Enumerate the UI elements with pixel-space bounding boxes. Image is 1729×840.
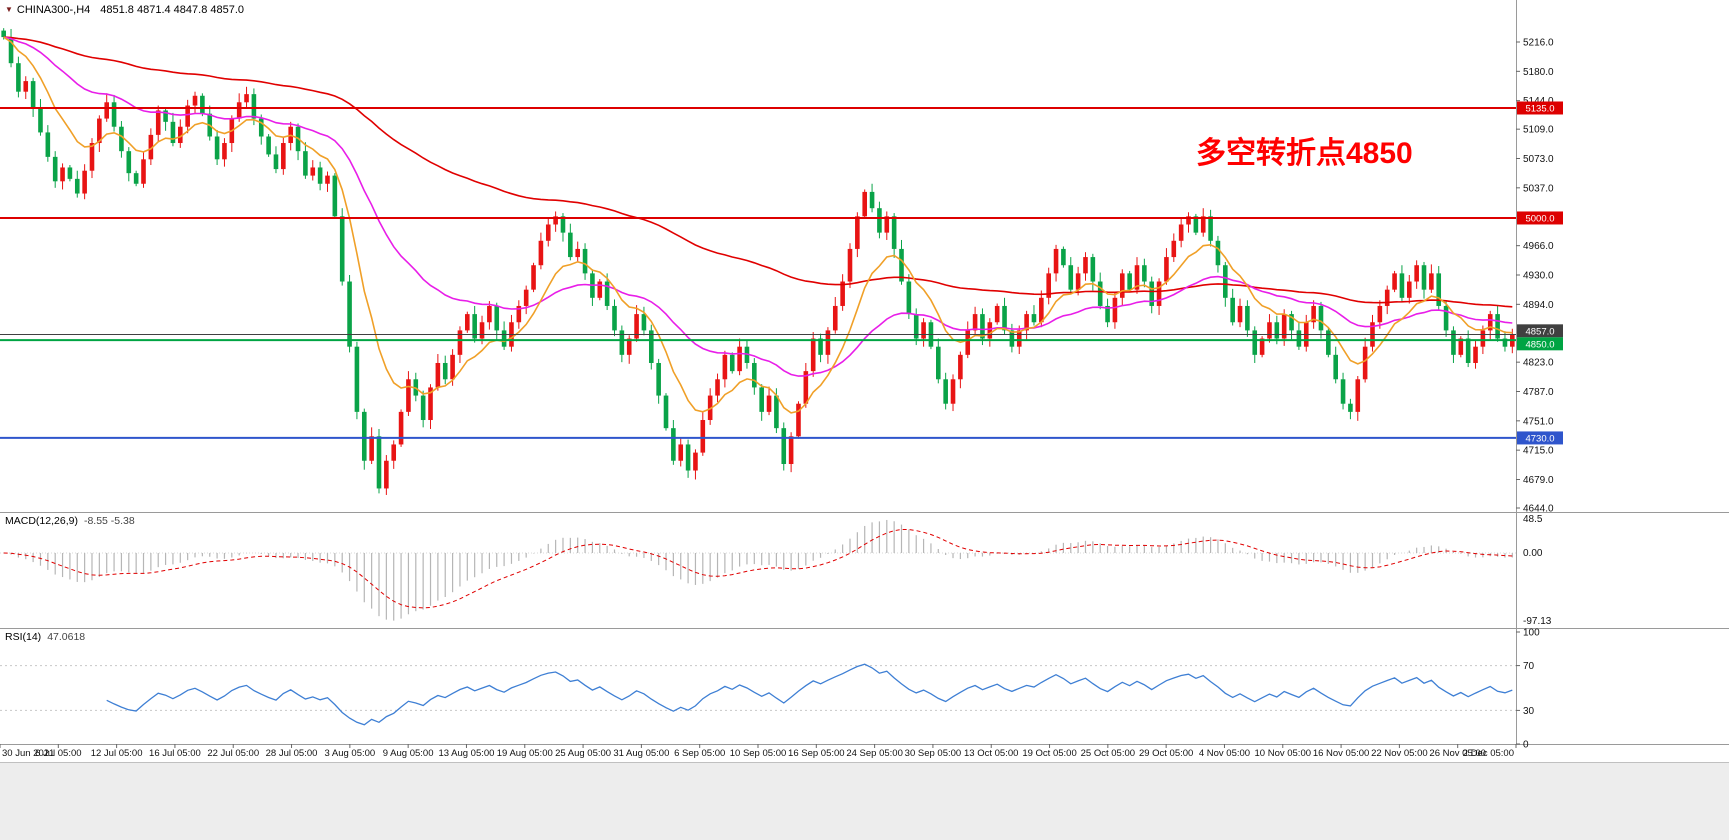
svg-text:48.5: 48.5 (1523, 514, 1543, 525)
annotation-text[interactable]: 多空转折点4850 (1196, 137, 1413, 170)
svg-text:4751.0: 4751.0 (1523, 416, 1554, 427)
svg-text:5135.0: 5135.0 (1525, 103, 1554, 114)
svg-text:-97.13: -97.13 (1523, 616, 1552, 627)
svg-text:12 Jul 05:00: 12 Jul 05:00 (91, 748, 143, 759)
macd-indicator-label: MACD(12,26,9) -8.55 -5.38 (5, 515, 135, 527)
svg-text:25 Aug 05:00: 25 Aug 05:00 (555, 748, 611, 759)
svg-text:6 Sep 05:00: 6 Sep 05:00 (674, 748, 725, 759)
svg-text:5180.0: 5180.0 (1523, 67, 1554, 78)
svg-text:19 Oct 05:00: 19 Oct 05:00 (1022, 748, 1076, 759)
chart-header: ▼ CHINA300-,H4 4851.8 4871.4 4847.8 4857.0 (5, 4, 244, 16)
svg-text:5073.0: 5073.0 (1523, 154, 1554, 165)
svg-text:19 Aug 05:00: 19 Aug 05:00 (497, 748, 553, 759)
svg-text:70: 70 (1523, 661, 1535, 672)
svg-text:5216.0: 5216.0 (1523, 38, 1554, 49)
svg-text:5109.0: 5109.0 (1523, 125, 1554, 136)
ohlc-values: 4851.8 4871.4 4847.8 4857.0 (100, 4, 245, 16)
svg-text:10 Sep 05:00: 10 Sep 05:00 (730, 748, 787, 759)
svg-text:4679.0: 4679.0 (1523, 475, 1554, 486)
svg-text:4930.0: 4930.0 (1523, 271, 1554, 282)
svg-text:22 Nov 05:00: 22 Nov 05:00 (1371, 748, 1428, 759)
symbol-timeframe-label: CHINA300-,H4 (16, 4, 91, 16)
svg-text:4730.0: 4730.0 (1525, 433, 1554, 444)
svg-text:30 Jun 2021: 30 Jun 2021 (2, 748, 54, 759)
svg-text:25 Oct 05:00: 25 Oct 05:00 (1081, 748, 1135, 759)
svg-text:4644.0: 4644.0 (1523, 504, 1554, 515)
svg-text:6 Jul 05:00: 6 Jul 05:00 (35, 748, 81, 759)
svg-text:4857.0: 4857.0 (1525, 326, 1554, 337)
macd-values: -8.55 -5.38 (83, 515, 135, 527)
svg-text:30: 30 (1523, 706, 1535, 717)
svg-text:26 Nov 05:00: 26 Nov 05:00 (1429, 748, 1486, 759)
symbol-dropdown-icon[interactable]: ▼ (5, 5, 13, 14)
macd-name: MACD(12,26,9) (5, 515, 78, 527)
svg-text:16 Sep 05:00: 16 Sep 05:00 (788, 748, 845, 759)
svg-text:9 Aug 05:00: 9 Aug 05:00 (383, 748, 434, 759)
svg-text:22 Jul 05:00: 22 Jul 05:00 (207, 748, 259, 759)
rsi-indicator-label: RSI(14) 47.0618 (5, 631, 85, 643)
svg-text:4894.0: 4894.0 (1523, 300, 1554, 311)
svg-text:16 Nov 05:00: 16 Nov 05:00 (1313, 748, 1370, 759)
svg-text:13 Oct 05:00: 13 Oct 05:00 (964, 748, 1018, 759)
svg-text:2 Dec 05:00: 2 Dec 05:00 (1463, 748, 1514, 759)
svg-text:0: 0 (1523, 740, 1529, 751)
svg-text:10 Nov 05:00: 10 Nov 05:00 (1255, 748, 1312, 759)
svg-text:4823.0: 4823.0 (1523, 358, 1554, 369)
svg-text:4 Nov 05:00: 4 Nov 05:00 (1199, 748, 1250, 759)
svg-text:16 Jul 05:00: 16 Jul 05:00 (149, 748, 201, 759)
svg-text:4966.0: 4966.0 (1523, 241, 1554, 252)
svg-text:100: 100 (1523, 628, 1540, 639)
svg-text:28 Jul 05:00: 28 Jul 05:00 (266, 748, 318, 759)
svg-text:4787.0: 4787.0 (1523, 387, 1554, 398)
svg-text:4850.0: 4850.0 (1525, 339, 1554, 350)
rsi-name: RSI(14) (5, 631, 42, 643)
svg-text:31 Aug 05:00: 31 Aug 05:00 (613, 748, 669, 759)
svg-text:30 Sep 05:00: 30 Sep 05:00 (905, 748, 962, 759)
svg-text:29 Oct 05:00: 29 Oct 05:00 (1139, 748, 1193, 759)
svg-text:4715.0: 4715.0 (1523, 446, 1554, 457)
svg-text:13 Aug 05:00: 13 Aug 05:00 (438, 748, 494, 759)
svg-text:24 Sep 05:00: 24 Sep 05:00 (846, 748, 903, 759)
svg-text:0.00: 0.00 (1523, 548, 1543, 559)
svg-text:3 Aug 05:00: 3 Aug 05:00 (324, 748, 375, 759)
svg-text:5000.0: 5000.0 (1525, 213, 1554, 224)
rsi-values: 47.0618 (47, 631, 86, 643)
svg-text:5037.0: 5037.0 (1523, 183, 1554, 194)
